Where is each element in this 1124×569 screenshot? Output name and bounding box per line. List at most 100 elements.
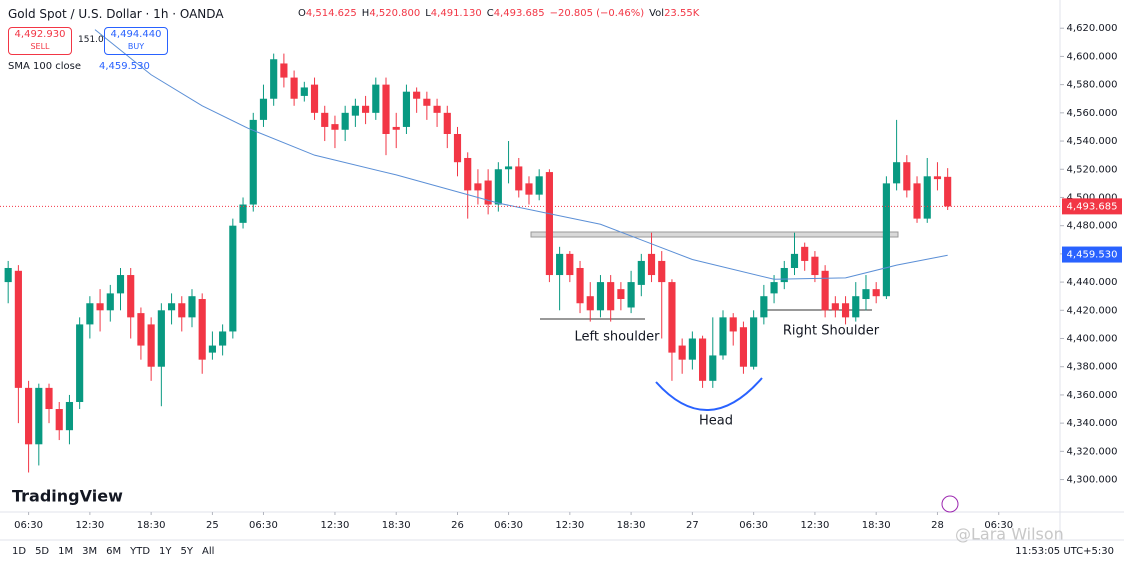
y-tick-label: 4,580.000	[1067, 80, 1118, 91]
label: BUY	[127, 42, 145, 51]
candle-body	[596, 282, 605, 311]
candle-body	[862, 289, 870, 300]
candle-body	[249, 119, 257, 205]
last-price-tag	[1062, 198, 1122, 215]
candle-body	[433, 105, 441, 113]
candle-body	[188, 296, 196, 318]
annotation: Left shoulder	[574, 330, 660, 345]
candle-body	[300, 87, 308, 96]
candle-body	[566, 253, 574, 276]
candle-body	[709, 355, 717, 381]
candle-body	[392, 126, 400, 130]
candle-body	[208, 345, 216, 353]
sma-label: 4,459.530	[1067, 250, 1118, 261]
candle-body	[35, 387, 43, 445]
sma-tag	[1062, 246, 1122, 263]
candle-body	[137, 313, 145, 346]
candle-body	[790, 253, 799, 268]
alert-icon[interactable]	[941, 495, 959, 513]
y-tick-label: 4,520.000	[1067, 164, 1118, 175]
range-button[interactable]: 1M	[58, 546, 74, 557]
x-tick-label: 12:30	[555, 520, 584, 531]
candle-body	[351, 105, 359, 116]
spread: 151.0	[78, 35, 104, 45]
candle-body	[504, 166, 513, 170]
range-button[interactable]: 5Y	[180, 546, 194, 557]
y-tick-label: 4,480.000	[1067, 221, 1118, 232]
last-price-label: 4,493.685	[1067, 201, 1118, 212]
candle-body	[525, 183, 533, 195]
x-tick-label: 27	[686, 520, 699, 531]
range-button[interactable]: 5D	[35, 546, 50, 557]
x-tick-label: 06:30	[14, 520, 43, 531]
ohlc-key: C	[486, 8, 494, 19]
x-tick-label: 18:30	[617, 520, 646, 531]
candle-body	[86, 303, 94, 325]
candle-body	[45, 387, 53, 410]
candle-body	[341, 112, 349, 130]
y-tick-label: 4,300.000	[1067, 475, 1118, 486]
y-tick-label: 4,320.000	[1067, 446, 1118, 457]
candle-body	[647, 253, 656, 276]
resistance-zone	[530, 231, 899, 238]
candle-body	[331, 124, 339, 130]
buy-button[interactable]: 4,494.440 BUY	[104, 27, 168, 55]
candle-body	[290, 77, 298, 99]
range-bar: 1D 5D 1M 3M 6M YTD 1Y 5Y All	[12, 546, 223, 557]
range-button[interactable]: All	[202, 546, 215, 557]
candle-body	[372, 84, 380, 113]
clock: 11:53:05 UTC+5:30	[1015, 546, 1114, 557]
candle-body	[882, 183, 890, 297]
y-tick-label: 4,540.000	[1067, 136, 1118, 147]
y-tick-label: 4,340.000	[1067, 418, 1118, 429]
x-tick-label: 25	[206, 520, 219, 531]
candle-body	[760, 296, 768, 318]
ohlc-value: 4,493.685	[493, 8, 545, 19]
candle-body	[688, 338, 696, 360]
indicator: SMA 100 close	[8, 61, 82, 72]
candle-body	[678, 345, 686, 360]
range-button[interactable]: 1Y	[159, 546, 172, 557]
candle-body	[831, 303, 839, 311]
candle-body	[841, 303, 850, 318]
candle-body	[382, 84, 390, 134]
candle-body	[586, 296, 594, 311]
candle-body	[801, 246, 809, 261]
y-tick-label: 4,360.000	[1067, 390, 1118, 401]
x-tick-label: 12:30	[75, 520, 104, 531]
candle-body	[739, 327, 748, 367]
range-button[interactable]: 3M	[82, 546, 98, 557]
candle-body	[14, 270, 22, 388]
candle-body	[219, 331, 227, 346]
candle-body	[893, 162, 901, 184]
candle-body	[55, 409, 63, 431]
y-tick-label: 4,560.000	[1067, 108, 1118, 119]
y-tick-label: 4,400.000	[1067, 334, 1118, 345]
candle-body	[413, 91, 421, 99]
range-button[interactable]: 6M	[106, 546, 122, 557]
candle-body	[811, 256, 819, 276]
candle-body	[607, 282, 615, 311]
head-arc	[655, 377, 763, 411]
candle-body	[4, 267, 12, 283]
candle-body	[443, 112, 451, 134]
x-tick-label: 28	[931, 520, 944, 531]
candle-body	[556, 253, 564, 276]
ohlc-value: 4,514.625	[305, 8, 357, 19]
sell-button[interactable]: 4,492.930 SELL	[8, 27, 72, 55]
candle-body	[699, 338, 707, 381]
range-button[interactable]: 1D	[12, 546, 27, 557]
candle-body	[270, 59, 278, 99]
range-button[interactable]: YTD	[130, 546, 151, 557]
y-tick-label: 4,600.000	[1067, 51, 1118, 62]
ohlc-key: O	[298, 8, 306, 19]
candle-body	[127, 275, 135, 318]
ohlc-key: H	[361, 8, 370, 19]
ohlc-value: 4,491.130	[430, 8, 482, 19]
y-tick-label: 4,420.000	[1067, 305, 1118, 316]
change: −20.805 (−0.46%)	[549, 8, 645, 19]
candle-body	[280, 63, 288, 78]
candle-body	[474, 183, 482, 191]
candle-body	[627, 282, 635, 308]
